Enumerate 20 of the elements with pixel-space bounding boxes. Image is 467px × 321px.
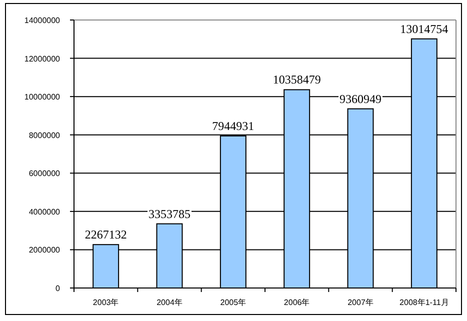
y-tick-label: 12000000: [24, 54, 61, 64]
y-tick-label: 0: [56, 284, 61, 293]
data-label: 2267132: [84, 228, 127, 242]
data-label: 7944931: [212, 118, 254, 133]
y-tick-label: 14000000: [24, 16, 61, 25]
x-tick-label: 2008年1-11月: [400, 298, 449, 307]
x-tick-label: 2004年: [156, 298, 182, 307]
y-tick-label: 4000000: [28, 207, 61, 216]
data-label: 13014754: [400, 22, 448, 36]
data-label: 10358479: [272, 72, 321, 87]
y-tick-label: 8000000: [28, 130, 61, 140]
y-tick-label: 2000000: [28, 246, 61, 255]
x-tick-label: 2003年: [92, 298, 119, 307]
data-label: 3353785: [148, 206, 190, 221]
x-tick-label: 2006年: [284, 298, 310, 307]
y-tick-label: 10000000: [24, 92, 61, 102]
x-tick-label: 2005年: [220, 298, 246, 307]
data-label: 9360949: [340, 92, 382, 106]
x-tick-label: 2007年: [348, 298, 374, 307]
y-tick-label: 6000000: [28, 169, 61, 178]
